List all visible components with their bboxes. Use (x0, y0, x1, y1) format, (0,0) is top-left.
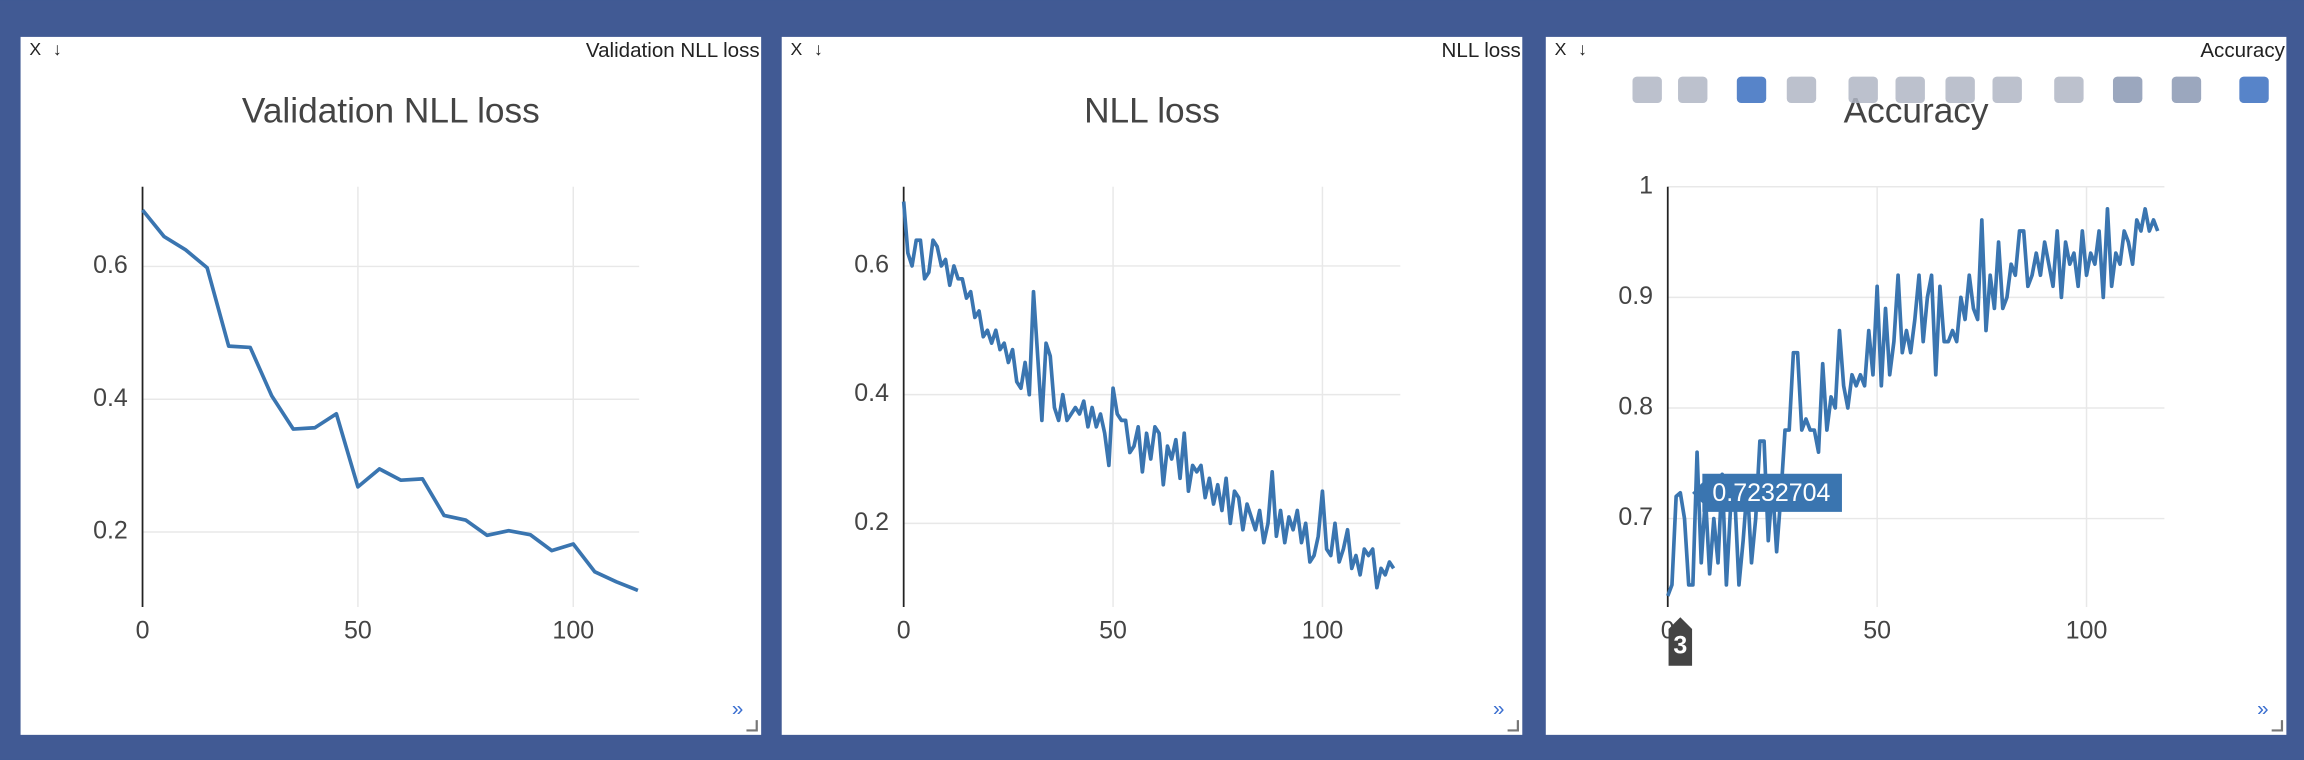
toolbar-icon[interactable] (2112, 76, 2143, 104)
toolbar-icon[interactable] (2171, 76, 2202, 104)
x-tick-label: 50 (1099, 617, 1127, 645)
download-button[interactable]: ↓ (814, 39, 823, 59)
close-button[interactable]: X (791, 39, 803, 59)
y-tick-label: 0.2 (854, 508, 889, 536)
y-tick-label: 0.4 (854, 379, 889, 407)
resize-handle[interactable] (2271, 720, 2284, 732)
chart-title: NLL loss (1084, 92, 1220, 131)
toolbar-icon[interactable] (1632, 76, 1662, 104)
data-line (141, 208, 639, 593)
window-panel (781, 36, 1523, 735)
x-tick-label: 100 (1302, 617, 1344, 645)
toolbar-icon[interactable] (2239, 76, 2269, 104)
close-button[interactable]: X (29, 39, 41, 59)
window-title: NLL loss (1442, 39, 1521, 62)
y-tick-label: 0.4 (93, 384, 128, 412)
resize-handle[interactable] (1507, 720, 1519, 732)
hover-y-label: 0.7232704 (1712, 479, 1830, 507)
download-button[interactable]: ↓ (53, 39, 62, 59)
toolbar-icon[interactable] (1895, 76, 1925, 104)
y-tick-label: 1 (1639, 171, 1653, 199)
y-tick-label: 0.6 (93, 251, 128, 279)
toolbar-icon[interactable] (1992, 76, 2022, 104)
chart-title: Validation NLL loss (242, 92, 540, 131)
toolbar-icon[interactable] (1678, 76, 1708, 104)
toolbar-icon[interactable] (1945, 76, 1975, 104)
x-tick-label: 100 (2066, 617, 2108, 645)
y-tick-label: 0.7 (1618, 503, 1653, 531)
y-tick-label: 0.8 (1618, 393, 1653, 421)
expand-button[interactable]: » (2257, 697, 2268, 720)
hover-x-label: 3 (1673, 631, 1687, 659)
x-tick-label: 50 (1863, 617, 1891, 645)
x-tick-label: 0 (136, 617, 150, 645)
resize-handle[interactable] (746, 720, 758, 732)
hover-x-box (1668, 617, 1693, 666)
toolbar-icon[interactable] (1786, 76, 1817, 104)
toolbar-icon[interactable] (1848, 76, 1878, 104)
download-button[interactable]: ↓ (1578, 39, 1587, 59)
window-title: Validation NLL loss (586, 39, 760, 62)
window-title: Accuracy (2200, 39, 2285, 62)
y-tick-label: 0.9 (1618, 282, 1653, 310)
hover-label-box (1692, 473, 1842, 512)
x-tick-label: 50 (344, 617, 372, 645)
expand-button[interactable]: » (732, 697, 743, 720)
toolbar-icon[interactable] (1736, 76, 1767, 104)
data-line (1666, 207, 2160, 597)
y-tick-label: 0.2 (93, 517, 128, 545)
close-button[interactable]: X (1555, 39, 1567, 59)
window-panel (1545, 36, 2287, 735)
x-tick-label: 0 (897, 617, 911, 645)
x-tick-label: 100 (552, 617, 594, 645)
data-line (901, 201, 1396, 590)
window-panel (20, 36, 762, 735)
expand-button[interactable]: » (1493, 697, 1504, 720)
y-tick-label: 0.6 (854, 251, 889, 279)
toolbar-icon[interactable] (2054, 76, 2084, 104)
